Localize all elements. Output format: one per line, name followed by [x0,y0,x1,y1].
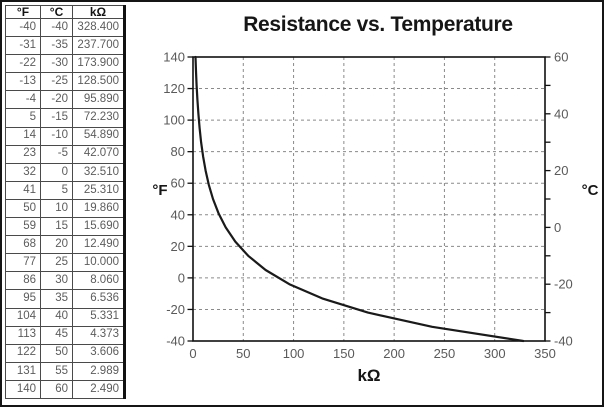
table-cell: -10 [40,126,73,146]
resistance-curve [194,55,525,343]
y-axis-label-left: °F [152,182,168,199]
svg-text:-40: -40 [166,334,185,349]
table-cell: 42.070 [72,144,125,164]
table-row: 122 50 3.606 [5,343,125,363]
svg-text:300: 300 [484,346,506,361]
table-cell: 328.400 [72,17,125,38]
svg-text:40: 40 [554,106,568,121]
table-cell: 25.310 [72,180,125,200]
table-cell: 68 [5,235,41,255]
table-row: 86 30 8.060 [5,271,125,291]
svg-text:120: 120 [163,81,185,96]
svg-text:40: 40 [171,207,185,222]
table-row: 14 -10 54.890 [5,126,125,146]
table-row: -22 -30 173.900 [5,54,125,74]
svg-text:350: 350 [534,346,556,361]
table-cell: 14 [5,126,41,146]
svg-text:150: 150 [333,346,355,361]
table-row: 23 -5 42.070 [5,144,125,164]
table-cell: 19.860 [72,198,125,219]
table-cell: 59 [5,217,41,237]
table-row: 77 25 10.000 [5,253,125,273]
chart-title: Resistance vs. Temperature [243,13,513,36]
temperature-resistance-table: °F °C kΩ -40 -40 328.400 -31 -35 237.700 -22 -30 1… [5,5,126,400]
svg-text:100: 100 [283,346,305,361]
table-row: 32 0 32.510 [5,162,125,182]
table-cell: 6.536 [72,289,125,309]
svg-text:250: 250 [434,346,456,361]
svg-text:200: 200 [383,346,405,361]
svg-text:20: 20 [554,163,568,178]
plot-axes [192,56,546,342]
table-row: -31 -35 237.700 [5,36,125,56]
table-cell: 237.700 [72,36,125,56]
table-row: 41 5 25.310 [5,180,125,200]
svg-text:80: 80 [171,144,185,159]
table-cell: 50 [5,198,41,219]
table-row: 50 10 19.860 [5,198,125,219]
table-row: 140 60 2.490 [5,379,125,400]
y-axis-label-right: °C [581,182,599,199]
table-cell: 12.490 [72,235,125,255]
table-row: 68 20 12.490 [5,235,125,255]
table-row: -40 -40 328.400 [5,17,125,38]
svg-text:50: 50 [236,346,250,361]
svg-text:60: 60 [554,50,568,65]
svg-text:0: 0 [178,270,185,285]
axis-ticks [187,56,551,342]
table-cell: 32.510 [72,162,125,182]
axis-tick-labels: -40 -20 0 20 40 60 80 100 120 140 -40 -20 0 20 40 60 0 50… [163,50,573,362]
table-row: -13 -25 128.500 [5,72,125,92]
table-cell: 15 [40,217,73,237]
svg-text:-20: -20 [554,277,573,292]
svg-text:-40: -40 [554,334,573,349]
table-row: 59 15 15.690 [5,217,125,237]
table-cell: 2.490 [72,379,125,400]
table-cell: 54.890 [72,126,125,146]
svg-text:140: 140 [163,50,185,65]
table-row: 5 -15 72.230 [5,108,125,128]
svg-text:0: 0 [554,220,561,235]
svg-text:100: 100 [163,113,185,128]
table-row: 131 55 2.989 [5,361,125,381]
svg-text:60: 60 [171,176,185,191]
table-row: -4 -20 95.890 [5,90,125,110]
table-cell: 15.690 [72,217,125,237]
svg-text:-20: -20 [166,302,185,317]
table-cell: 10 [40,198,73,219]
svg-text:20: 20 [171,239,185,254]
gridlines [193,57,545,341]
table-cell: -40 [40,17,73,38]
svg-text:0: 0 [189,346,196,361]
table-cell: 95.890 [72,90,125,110]
x-axis-label: kΩ [357,366,381,385]
